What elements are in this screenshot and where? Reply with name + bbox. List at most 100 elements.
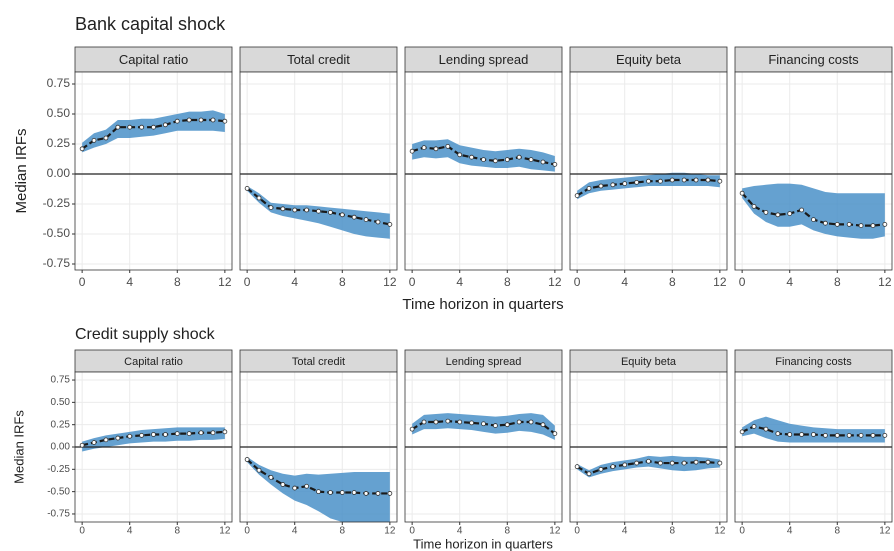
irf-point bbox=[256, 467, 262, 473]
y-axis-label: Median IRFs bbox=[13, 128, 30, 213]
y-tick-label: -0.25 bbox=[47, 464, 70, 475]
panel-bg bbox=[240, 72, 397, 270]
irf-point bbox=[717, 178, 723, 184]
irf-point bbox=[870, 223, 876, 229]
x-tick-label: 0 bbox=[574, 275, 581, 289]
irf-point bbox=[540, 159, 546, 165]
irf-point bbox=[222, 118, 228, 124]
irf-point bbox=[834, 221, 840, 227]
strip bbox=[734, 46, 893, 73]
irf-point bbox=[775, 212, 781, 218]
y-tick-label: 0.00 bbox=[47, 166, 71, 180]
x-tick-label: 12 bbox=[383, 275, 397, 289]
irf-point bbox=[634, 179, 640, 185]
x-tick-label: 0 bbox=[739, 275, 746, 289]
irf-point bbox=[598, 183, 604, 189]
y-tick-label: 0.75 bbox=[47, 76, 71, 90]
irf-point bbox=[763, 209, 769, 215]
panel-border bbox=[404, 71, 563, 271]
irf-point bbox=[174, 118, 180, 124]
irf-point bbox=[469, 420, 475, 426]
irf-point bbox=[870, 432, 876, 438]
panel-border bbox=[569, 71, 728, 271]
irf-point bbox=[363, 491, 369, 496]
irf-point bbox=[693, 177, 699, 183]
irf-point bbox=[363, 217, 369, 223]
irf-point bbox=[693, 459, 699, 465]
irf-point bbox=[339, 212, 345, 218]
irf-point bbox=[409, 426, 415, 432]
x-tick-label: 0 bbox=[244, 275, 251, 289]
irf-point bbox=[375, 491, 381, 496]
irf-point bbox=[598, 466, 604, 472]
x-tick-label: 4 bbox=[457, 526, 463, 537]
panel-bg bbox=[570, 72, 727, 270]
irf-point bbox=[574, 464, 580, 470]
y-tick-label: -0.75 bbox=[43, 256, 71, 270]
irf-point bbox=[504, 422, 510, 428]
irf-point bbox=[705, 177, 711, 183]
irf-point bbox=[540, 422, 546, 428]
x-tick-label: 4 bbox=[126, 275, 133, 289]
irf-point bbox=[552, 161, 558, 167]
irf-point bbox=[292, 485, 298, 491]
strip-label: Equity beta bbox=[621, 356, 677, 368]
x-tick-label: 8 bbox=[339, 275, 346, 289]
y-tick-label: 0.50 bbox=[51, 397, 71, 408]
irf-point bbox=[610, 464, 616, 470]
x-tick-label: 12 bbox=[218, 275, 232, 289]
irf-point bbox=[151, 124, 156, 130]
strip-label: Financing costs bbox=[775, 356, 852, 368]
irf-point bbox=[657, 178, 663, 184]
irf-point bbox=[268, 205, 274, 211]
irf-point bbox=[351, 490, 357, 495]
irf-point bbox=[351, 214, 357, 220]
irf-point bbox=[280, 206, 286, 212]
irf-point bbox=[669, 460, 675, 466]
x-tick-label: 12 bbox=[714, 526, 726, 537]
row-title: Bank capital shock bbox=[75, 14, 226, 34]
irf-point bbox=[775, 431, 781, 437]
irf-point bbox=[387, 491, 393, 496]
irf-point bbox=[834, 432, 840, 438]
x-tick-label: 12 bbox=[549, 526, 561, 537]
irf-point bbox=[127, 433, 133, 439]
x-tick-label: 4 bbox=[456, 275, 463, 289]
irf-point bbox=[339, 490, 345, 495]
irf-point bbox=[103, 437, 109, 443]
irf-point bbox=[198, 117, 204, 123]
x-axis-label: Time horizon in quarters bbox=[402, 296, 563, 313]
irf-point bbox=[799, 432, 805, 437]
x-tick-label: 12 bbox=[878, 275, 892, 289]
irf-point bbox=[481, 421, 486, 427]
irf-point bbox=[222, 429, 228, 435]
irf-point bbox=[516, 419, 522, 425]
x-tick-label: 4 bbox=[127, 526, 133, 537]
irf-point bbox=[445, 143, 451, 149]
irf-point bbox=[469, 154, 475, 160]
irf-point bbox=[481, 157, 486, 163]
irf-point bbox=[79, 442, 85, 448]
irf-point bbox=[646, 178, 651, 184]
irf-point bbox=[457, 419, 463, 425]
strip bbox=[404, 46, 563, 73]
x-tick-label: 0 bbox=[79, 526, 85, 537]
panel-border bbox=[74, 71, 233, 271]
irf-point bbox=[186, 117, 192, 123]
irf-point bbox=[327, 490, 333, 495]
x-tick-label: 8 bbox=[340, 526, 346, 537]
irf-point bbox=[516, 154, 522, 160]
strip-label: Capital ratio bbox=[119, 52, 188, 67]
strip-label: Capital ratio bbox=[124, 356, 183, 368]
irf-point bbox=[586, 185, 592, 191]
irf-point bbox=[244, 457, 250, 462]
irf-point bbox=[127, 124, 133, 130]
irf-point bbox=[528, 157, 534, 163]
irf-point bbox=[858, 223, 864, 229]
irf-point bbox=[586, 471, 592, 477]
irf-point bbox=[846, 432, 852, 438]
irf-point bbox=[280, 482, 286, 487]
irf-point bbox=[787, 432, 793, 437]
irf-point bbox=[115, 124, 121, 130]
